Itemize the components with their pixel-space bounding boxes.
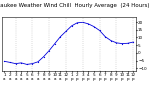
Text: Milwaukee Weather Wind Chill  Hourly Average  (24 Hours): Milwaukee Weather Wind Chill Hourly Aver…	[0, 3, 150, 8]
